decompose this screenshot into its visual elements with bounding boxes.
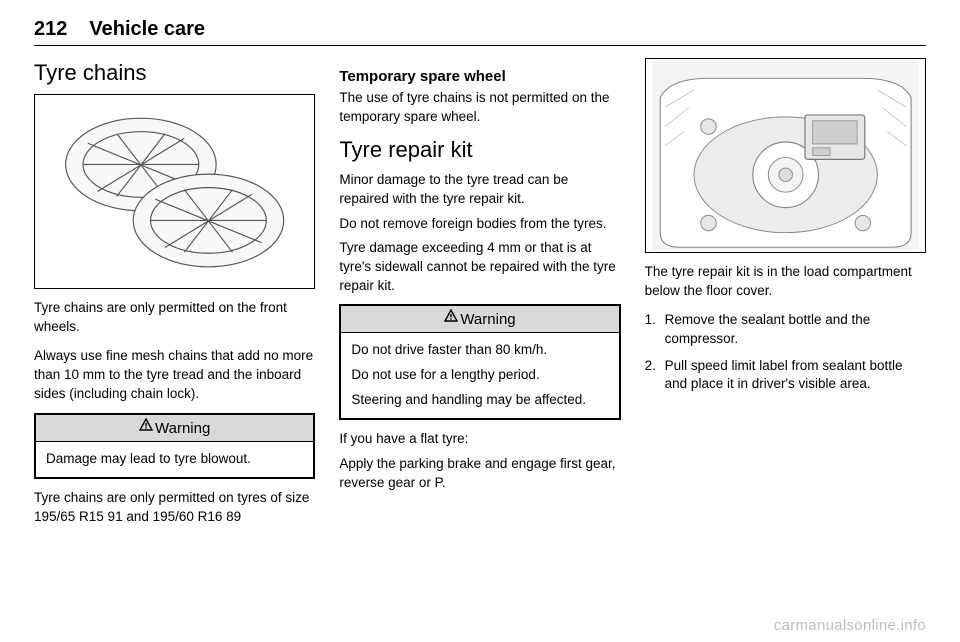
warning-label: Warning (460, 311, 515, 328)
warning-line: Do not drive faster than 80 km/h. (351, 341, 608, 360)
warning-line: Steering and handling may be affected. (351, 391, 608, 410)
load-compartment-icon (645, 58, 926, 253)
body-text: Apply the parking brake and engage first… (339, 455, 620, 493)
chapter-title: Vehicle care (89, 18, 205, 41)
body-text: Minor damage to the tyre tread can be re… (339, 171, 620, 209)
warning-triangle-icon (139, 418, 153, 436)
warning-line: Do not use for a lengthy period. (351, 366, 608, 385)
step-item: Remove the sealant bottle and the compre… (645, 311, 926, 349)
warning-box: Warning Damage may lead to tyre blowout. (34, 413, 315, 479)
body-text: If you have a flat tyre: (339, 430, 620, 449)
page-number: 212 (34, 18, 67, 41)
manual-page: 212 Vehicle care Tyre chains Tyre chains… (0, 0, 960, 642)
body-text: Tyre chains are only permitted on tyres … (34, 489, 315, 527)
section-title-tyre-repair-kit: Tyre repair kit (339, 137, 620, 163)
warning-label: Warning (155, 420, 210, 437)
section-title-tyre-chains: Tyre chains (34, 60, 315, 86)
watermark: carmanualsonline.info (774, 617, 926, 634)
subheading-temporary-spare: Temporary spare wheel (339, 68, 620, 85)
warning-box: Warning Do not drive faster than 80 km/h… (339, 304, 620, 420)
step-item: Pull speed limit label from sealant bott… (645, 357, 926, 395)
column-1: Tyre chains Tyre chains are only permitt… (34, 58, 315, 537)
content-columns: Tyre chains Tyre chains are only permitt… (34, 58, 926, 537)
warning-triangle-icon (444, 309, 458, 327)
warning-body: Do not drive faster than 80 km/h. Do not… (341, 333, 618, 418)
body-text: Tyre chains are only permitted on the fr… (34, 299, 315, 337)
page-header: 212 Vehicle care (34, 18, 926, 46)
column-2: Temporary spare wheel The use of tyre ch… (339, 58, 620, 537)
body-text: The use of tyre chains is not permitted … (339, 89, 620, 127)
warning-title: Warning (36, 415, 313, 442)
body-text: Do not remove foreign bodies from the ty… (339, 215, 620, 234)
column-3: The tyre repair kit is in the load compa… (645, 58, 926, 537)
tyre-chains-icon (34, 94, 315, 289)
body-text: The tyre repair kit is in the load compa… (645, 263, 926, 301)
body-text: Always use fine mesh chains that add no … (34, 347, 315, 404)
body-text: Tyre damage exceeding 4 mm or that is at… (339, 239, 620, 296)
warning-body: Damage may lead to tyre blowout. (36, 442, 313, 477)
procedure-steps: Remove the sealant bottle and the compre… (645, 311, 926, 395)
warning-title: Warning (341, 306, 618, 333)
